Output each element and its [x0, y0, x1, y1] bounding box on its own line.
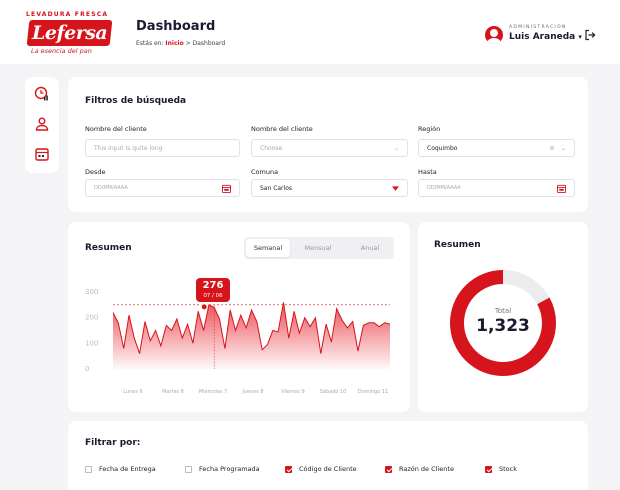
x-tick-label: Viernes 9 — [281, 389, 304, 395]
user-menu[interactable]: Luis Araneda ▾ — [509, 32, 582, 42]
y-tick-label: 100 — [85, 339, 98, 347]
client-label: Nombre del cliente — [85, 125, 147, 133]
client-placeholder: This input is quite long — [94, 144, 163, 152]
checkbox[interactable] — [85, 465, 92, 473]
series-line — [112, 302, 391, 354]
logout-icon[interactable] — [584, 29, 596, 41]
filter-option-label: Fecha Programada — [199, 465, 260, 473]
chart-clock-icon[interactable] — [34, 86, 50, 102]
filter-option-label: Código de Cliente — [299, 465, 357, 473]
tooltip-date: 07 / 06 — [203, 293, 223, 299]
to-placeholder: DD/MM/AAAA — [427, 185, 461, 191]
calendar-icon[interactable] — [557, 184, 566, 193]
user-avatar-icon[interactable] — [485, 26, 503, 44]
client-select[interactable]: Choose ⌄ — [251, 139, 408, 157]
top-header: LEVADURA FRESCA Lefersa La esencia del p… — [0, 0, 620, 64]
checkbox-checked[interactable] — [485, 465, 492, 473]
summary-area-chart: 300 200 100 0 Lunes 6 Martes 6 Miércoles 7 Jue… — [85, 288, 391, 395]
brand-tagline: LEVADURA FRESCA — [26, 11, 109, 18]
donut-center-label: Total — [494, 307, 512, 315]
breadcrumb-prefix: Estás en: — [136, 40, 164, 47]
commune-value: San Carlos — [260, 184, 292, 192]
tab-anual[interactable]: Anual — [360, 244, 380, 252]
filter-option-label: Fecha de Entrega — [99, 465, 156, 473]
chevron-down-icon: ▾ — [578, 33, 582, 41]
commune-label: Comuna — [251, 168, 279, 176]
brand-subtitle: La esencia del pan — [31, 47, 92, 55]
checkbox-checked[interactable] — [285, 465, 292, 473]
series-area — [113, 302, 390, 369]
brand-logo[interactable]: Lefersa — [26, 20, 113, 46]
summary-title: Resumen — [85, 243, 132, 253]
y-tick-label: 200 — [85, 314, 98, 322]
chevron-down-icon: ⌄ — [393, 144, 399, 152]
brand-name: Lefersa — [31, 22, 108, 44]
caret-down-icon — [392, 185, 399, 191]
donut-chart — [450, 270, 556, 376]
from-placeholder: DD/MM/AAAA — [94, 185, 128, 191]
breadcrumb: Estás en: Inicio > Dashboard — [136, 40, 225, 47]
region-value: Coquimbo — [427, 144, 458, 152]
chart-tooltip: 276 07 / 06 — [196, 278, 230, 302]
filter-option-fecha-programada[interactable]: Fecha Programada — [185, 465, 260, 473]
side-nav — [25, 77, 59, 173]
y-tick-label: 0 — [85, 365, 89, 373]
to-label: Hasta — [418, 168, 437, 176]
period-tabs: Semanal Mensual Anual — [244, 237, 394, 259]
region-label: Región — [418, 125, 441, 133]
breadcrumb-home-link[interactable]: Inicio — [165, 40, 184, 47]
x-tick-label: Miércoles 7 — [199, 388, 227, 395]
user-icon[interactable] — [34, 116, 50, 132]
tooltip-value: 276 — [202, 280, 224, 291]
page-title: Dashboard — [136, 19, 216, 34]
from-date-input[interactable]: DD/MM/AAAA — [85, 179, 240, 197]
from-label: Desde — [85, 168, 106, 176]
y-tick-label: 300 — [85, 288, 98, 296]
filter-option-razon-cliente[interactable]: Razón de Cliente — [385, 465, 454, 473]
tab-semanal[interactable]: Semanal — [246, 239, 290, 257]
checkbox[interactable] — [185, 465, 192, 473]
client2-label: Nombre del cliente — [251, 125, 313, 133]
tab-mensual[interactable]: Mensual — [304, 244, 332, 252]
filter-option-fecha-entrega[interactable]: Fecha de Entrega — [85, 465, 156, 473]
x-tick-label: Domingo 11 — [358, 389, 389, 395]
x-tick-label: Lunes 6 — [123, 389, 143, 395]
chevron-down-icon: ⌄ — [560, 144, 566, 152]
checkbox-checked[interactable] — [385, 465, 392, 473]
x-tick-label: Martes 6 — [162, 389, 184, 395]
user-role: ADMINISTRACIÓN — [509, 25, 567, 30]
filter-option-label: Stock — [499, 465, 517, 473]
breadcrumb-separator: > — [185, 40, 191, 47]
user-name: Luis Araneda — [509, 32, 576, 42]
calendar-icon[interactable] — [34, 146, 50, 162]
filter-option-stock[interactable]: Stock — [485, 465, 517, 473]
client-select-placeholder: Choose — [260, 144, 283, 152]
filter-option-codigo-cliente[interactable]: Código de Cliente — [285, 465, 357, 473]
x-tick-label: Sábado 10 — [320, 388, 347, 395]
filter-by-card — [68, 421, 588, 490]
x-tick-label: Jueves 8 — [241, 389, 263, 395]
filters-title: Filtros de búsqueda — [85, 96, 187, 106]
breadcrumb-current: Dashboard — [192, 40, 226, 47]
client-name-input[interactable]: This input is quite long — [85, 139, 240, 157]
donut-card — [418, 222, 588, 412]
donut-slice-total — [450, 270, 556, 376]
filter-by-title: Filtrar por: — [85, 438, 141, 448]
clear-icon[interactable]: × — [549, 144, 555, 152]
donut-title: Resumen — [434, 240, 481, 250]
filter-option-label: Razón de Cliente — [399, 465, 454, 473]
commune-select[interactable]: San Carlos — [251, 179, 408, 197]
calendar-icon[interactable] — [222, 184, 231, 193]
region-select[interactable]: Coquimbo × ⌄ — [418, 139, 575, 157]
tooltip-point[interactable] — [200, 303, 208, 311]
donut-center-value: 1,323 — [476, 316, 530, 336]
to-date-input[interactable]: DD/MM/AAAA — [418, 179, 575, 197]
